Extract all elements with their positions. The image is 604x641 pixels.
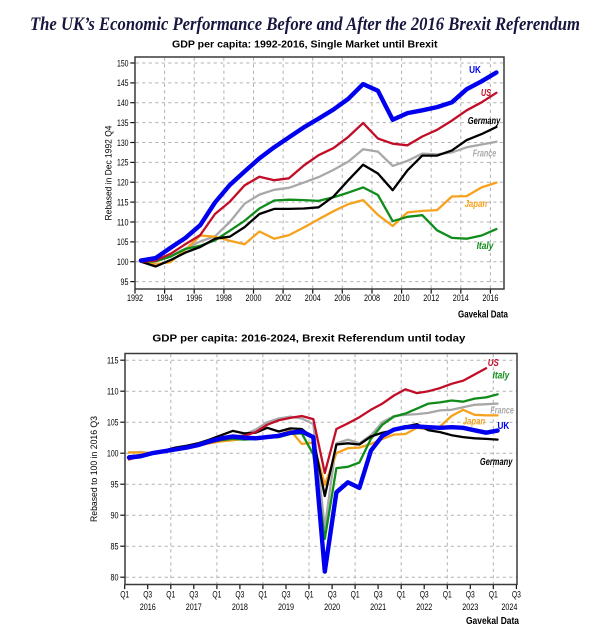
svg-text:120: 120 — [117, 177, 129, 188]
svg-text:Q3: Q3 — [328, 589, 337, 600]
svg-text:2022: 2022 — [416, 601, 432, 612]
svg-text:2017: 2017 — [186, 601, 202, 612]
svg-text:Q3: Q3 — [235, 589, 244, 600]
svg-text:2012: 2012 — [423, 292, 439, 303]
svg-text:Japan: Japan — [463, 416, 486, 427]
svg-text:1998: 1998 — [216, 292, 232, 303]
svg-text:US: US — [488, 358, 499, 369]
svg-text:Germany: Germany — [468, 116, 501, 127]
svg-text:2000: 2000 — [246, 292, 262, 303]
svg-text:Q1: Q1 — [443, 589, 452, 600]
svg-text:Q3: Q3 — [282, 589, 291, 600]
svg-text:1994: 1994 — [157, 292, 173, 303]
svg-text:140: 140 — [117, 97, 129, 108]
svg-text:Germany: Germany — [480, 457, 513, 468]
svg-text:GDP per capita: 1992-2016, Sin: GDP per capita: 1992-2016, Single Market… — [172, 39, 438, 50]
svg-text:150: 150 — [117, 57, 129, 68]
svg-text:2023: 2023 — [462, 601, 478, 612]
svg-text:1992: 1992 — [127, 292, 143, 303]
svg-text:Q1: Q1 — [397, 589, 406, 600]
svg-text:Q1: Q1 — [120, 589, 129, 600]
svg-text:Italy: Italy — [493, 371, 510, 382]
svg-text:90: 90 — [111, 510, 119, 521]
svg-text:Q1: Q1 — [166, 589, 175, 600]
svg-text:Q1: Q1 — [258, 589, 267, 600]
svg-text:2014: 2014 — [453, 292, 469, 303]
svg-text:125: 125 — [117, 157, 129, 168]
svg-text:Q3: Q3 — [189, 589, 198, 600]
svg-text:95: 95 — [121, 276, 129, 287]
svg-text:2018: 2018 — [232, 601, 248, 612]
svg-text:Q3: Q3 — [143, 589, 152, 600]
svg-text:Japan: Japan — [465, 199, 488, 210]
svg-text:1996: 1996 — [186, 292, 202, 303]
svg-text:145: 145 — [117, 77, 129, 88]
svg-text:2010: 2010 — [394, 292, 410, 303]
svg-text:105: 105 — [107, 417, 119, 428]
svg-text:UK: UK — [469, 65, 481, 76]
svg-text:105: 105 — [117, 236, 129, 247]
svg-text:Q3: Q3 — [512, 589, 521, 600]
svg-text:115: 115 — [107, 355, 119, 366]
svg-text:Q3: Q3 — [374, 589, 383, 600]
svg-text:100: 100 — [107, 448, 119, 459]
svg-text:95: 95 — [111, 479, 119, 490]
svg-text:2019: 2019 — [278, 601, 294, 612]
svg-text:110: 110 — [117, 216, 129, 227]
svg-text:2021: 2021 — [370, 601, 386, 612]
svg-text:130: 130 — [117, 137, 129, 148]
svg-text:100: 100 — [117, 256, 129, 267]
svg-text:2006: 2006 — [334, 292, 350, 303]
svg-text:Gavekal Data: Gavekal Data — [466, 616, 519, 627]
svg-text:GDP per capita: 2016-2024, Bre: GDP per capita: 2016-2024, Brexit Refere… — [152, 334, 465, 345]
svg-text:France: France — [473, 149, 497, 160]
svg-text:2004: 2004 — [305, 292, 321, 303]
svg-text:80: 80 — [111, 572, 119, 583]
svg-text:85: 85 — [111, 541, 119, 552]
svg-text:2016: 2016 — [482, 292, 498, 303]
svg-text:2024: 2024 — [501, 601, 517, 612]
svg-text:Rebased to 100 in 2016 Q3: Rebased to 100 in 2016 Q3 — [89, 416, 99, 522]
svg-text:Q1: Q1 — [351, 589, 360, 600]
svg-text:Italy: Italy — [477, 241, 494, 252]
svg-text:France: France — [490, 405, 514, 416]
svg-text:2002: 2002 — [275, 292, 291, 303]
svg-text:2008: 2008 — [364, 292, 380, 303]
svg-text:Gavekal Data: Gavekal Data — [458, 309, 508, 320]
svg-text:135: 135 — [117, 117, 129, 128]
svg-text:Q3: Q3 — [420, 589, 429, 600]
svg-text:The UK’s Economic Performance: The UK’s Economic Performance Before and… — [30, 14, 580, 35]
svg-text:110: 110 — [107, 386, 119, 397]
svg-text:Q1: Q1 — [212, 589, 221, 600]
svg-text:US: US — [481, 88, 491, 99]
svg-text:Q1: Q1 — [489, 589, 498, 600]
svg-text:Rebased in Dec 1992 Q4: Rebased in Dec 1992 Q4 — [104, 126, 114, 221]
svg-text:2016: 2016 — [140, 601, 156, 612]
svg-text:Q3: Q3 — [466, 589, 475, 600]
svg-text:2020: 2020 — [324, 601, 340, 612]
svg-text:Q1: Q1 — [305, 589, 314, 600]
svg-text:115: 115 — [117, 196, 129, 207]
svg-text:UK: UK — [498, 421, 510, 432]
